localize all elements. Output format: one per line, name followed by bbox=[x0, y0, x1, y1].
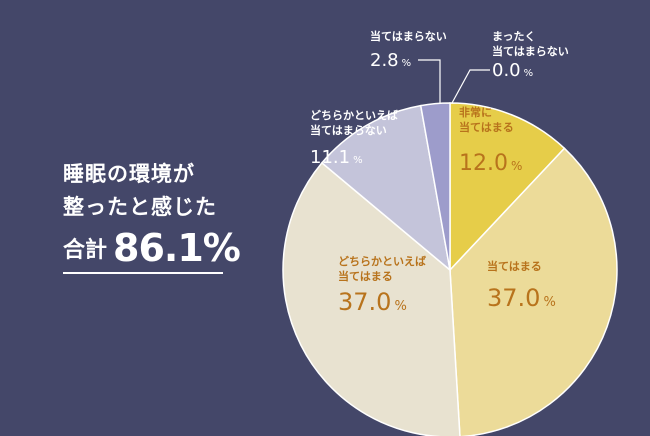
headline: 睡眠の環境が 整ったと感じた bbox=[63, 158, 217, 224]
slice-value-5: 2.8% bbox=[370, 50, 411, 71]
pie-slice-3 bbox=[282, 161, 461, 436]
slice-value-1: 12.0% bbox=[459, 151, 522, 176]
slice-label-5: 当てはまらない bbox=[370, 29, 447, 43]
slice-label-4: どちらかといえば当てはまらない bbox=[310, 108, 398, 137]
leader-line-5 bbox=[418, 59, 441, 103]
total-value: 86.1% bbox=[113, 226, 241, 270]
slice-value-2: 37.0% bbox=[487, 284, 556, 312]
pie-slice-5 bbox=[419, 102, 451, 271]
leader-line-6 bbox=[451, 69, 490, 104]
pie-slice-4 bbox=[320, 104, 452, 272]
slice-value-3: 37.0% bbox=[338, 288, 407, 316]
slice-value-4: 11.1% bbox=[310, 147, 363, 168]
headline-line-1: 睡眠の環境が bbox=[63, 162, 195, 186]
slice-value-6: 0.0% bbox=[492, 60, 533, 81]
slice-label-1: 非常に当てはまる bbox=[459, 105, 514, 134]
slice-label-3: どちらかといえば当てはまる bbox=[338, 254, 426, 283]
total-label: 合計 bbox=[63, 238, 108, 263]
headline-line-2: 整ったと感じた bbox=[63, 195, 217, 219]
slice-label-2: 当てはまる bbox=[487, 259, 542, 273]
total-underline bbox=[63, 272, 223, 274]
slice-label-6: まったく当てはまらない bbox=[492, 30, 569, 58]
pie-slice-1 bbox=[449, 102, 566, 272]
total-summary: 合計 86.1% bbox=[63, 226, 241, 270]
pie-slice-2 bbox=[449, 147, 618, 436]
